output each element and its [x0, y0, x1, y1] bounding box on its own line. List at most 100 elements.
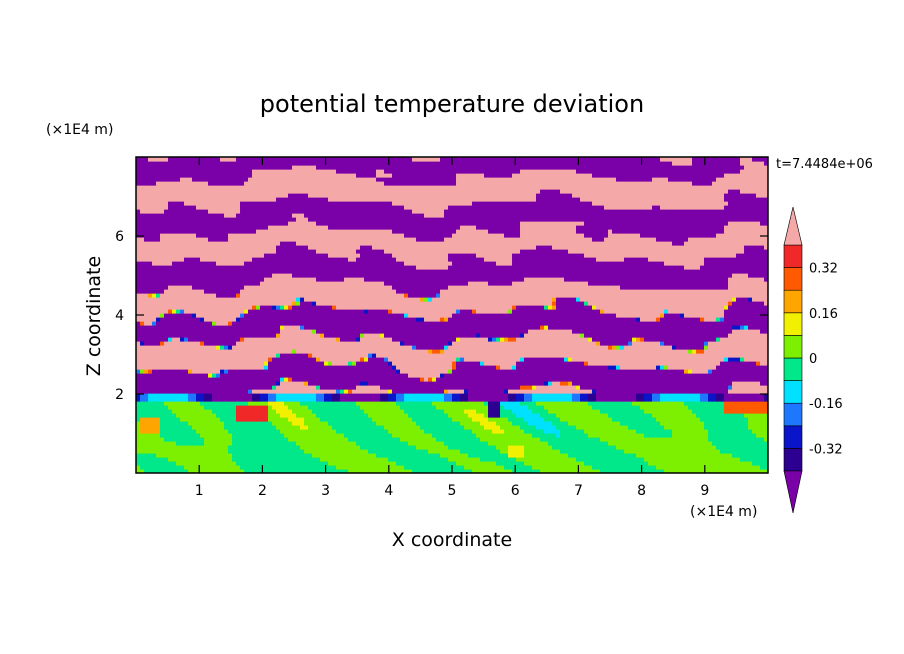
contour-cell: [732, 409, 737, 414]
contour-cell: [492, 445, 497, 450]
contour-cell: [520, 449, 525, 454]
contour-cell: [312, 373, 317, 378]
contour-cell: [428, 449, 433, 454]
contour-cell: [268, 381, 273, 386]
contour-cell: [436, 469, 441, 473]
contour-cell: [476, 381, 481, 386]
contour-cell: [600, 445, 605, 450]
contour-cell: [240, 381, 245, 386]
contour-cell: [212, 413, 217, 418]
contour-cell: [540, 425, 545, 430]
contour-cell: [268, 441, 273, 446]
contour-cell: [688, 377, 693, 382]
contour-cell: [516, 345, 521, 350]
contour-cell: [532, 389, 537, 394]
contour-cell: [740, 417, 745, 422]
contour-cell: [268, 453, 273, 458]
contour-cell: [164, 453, 169, 458]
contour-cell: [400, 457, 405, 462]
contour-cell: [512, 429, 517, 434]
contour-cell: [248, 357, 253, 362]
contour-cell: [684, 365, 689, 370]
contour-cell: [524, 441, 529, 446]
contour-cell: [764, 373, 768, 378]
contour-cell: [204, 349, 209, 354]
contour-cell: [712, 445, 717, 450]
contour-cell: [156, 345, 161, 350]
contour-cell: [576, 421, 581, 426]
contour-cell: [560, 373, 565, 378]
contour-cell: [580, 465, 585, 470]
contour-cell: [280, 401, 285, 406]
contour-cell: [504, 433, 509, 438]
contour-cell: [320, 433, 325, 438]
contour-cell: [560, 425, 565, 430]
contour-cell: [604, 421, 609, 426]
contour-cell: [220, 377, 225, 382]
contour-cell: [520, 369, 525, 374]
contour-cell: [464, 353, 469, 358]
contour-cell: [468, 393, 473, 398]
contour-cell: [328, 405, 333, 410]
contour-cell: [728, 377, 733, 382]
contour-cell: [268, 469, 273, 473]
contour-cell: [612, 361, 617, 366]
contour-cell: [596, 421, 601, 426]
contour-cell: [500, 433, 505, 438]
contour-cell: [536, 397, 541, 402]
contour-cell: [596, 437, 601, 442]
contour-cell: [664, 385, 669, 390]
contour-cell: [720, 445, 725, 450]
contour-cell: [204, 453, 209, 458]
contour-cell: [736, 429, 741, 434]
contour-cell: [568, 409, 573, 414]
contour-cell: [676, 429, 681, 434]
contour-cell: [396, 417, 401, 422]
contour-cell: [200, 433, 205, 438]
contour-cell: [588, 425, 593, 430]
contour-cell: [700, 453, 705, 458]
contour-cell: [672, 353, 677, 358]
contour-cell: [580, 353, 585, 358]
contour-cell: [416, 449, 421, 454]
contour-cell: [428, 413, 433, 418]
contour-cell: [652, 417, 657, 422]
contour-cell: [700, 349, 705, 354]
contour-cell: [500, 345, 505, 350]
contour-cell: [432, 433, 437, 438]
contour-cell: [520, 417, 525, 422]
contour-cell: [168, 381, 173, 386]
contour-cell: [368, 457, 373, 462]
contour-cell: [412, 369, 417, 374]
contour-cell: [336, 405, 341, 410]
contour-cell: [400, 445, 405, 450]
contour-cell: [292, 453, 297, 458]
contour-cell: [568, 369, 573, 374]
contour-cell: [368, 425, 373, 430]
contour-cell: [584, 409, 589, 414]
contour-cell: [136, 413, 141, 418]
contour-cell: [244, 405, 249, 410]
contour-cell: [596, 409, 601, 414]
contour-cell: [164, 393, 169, 398]
contour-cell: [332, 357, 337, 362]
contour-cell: [500, 353, 505, 358]
contour-cell: [316, 421, 321, 426]
contour-cell: [368, 441, 373, 446]
contour-cell: [424, 397, 429, 402]
contour-cell: [144, 357, 149, 362]
contour-cell: [176, 421, 181, 426]
contour-cell: [508, 397, 513, 402]
contour-cell: [228, 437, 233, 442]
contour-cell: [632, 425, 637, 430]
contour-cell: [684, 437, 689, 442]
contour-cell: [392, 445, 397, 450]
contour-cell: [616, 413, 621, 418]
contour-cell: [296, 413, 301, 418]
contour-cell: [716, 353, 721, 358]
contour-cell: [200, 381, 205, 386]
contour-cell: [452, 381, 457, 386]
contour-cell: [396, 361, 401, 366]
contour-cell: [348, 389, 353, 394]
contour-cell: [656, 365, 661, 370]
